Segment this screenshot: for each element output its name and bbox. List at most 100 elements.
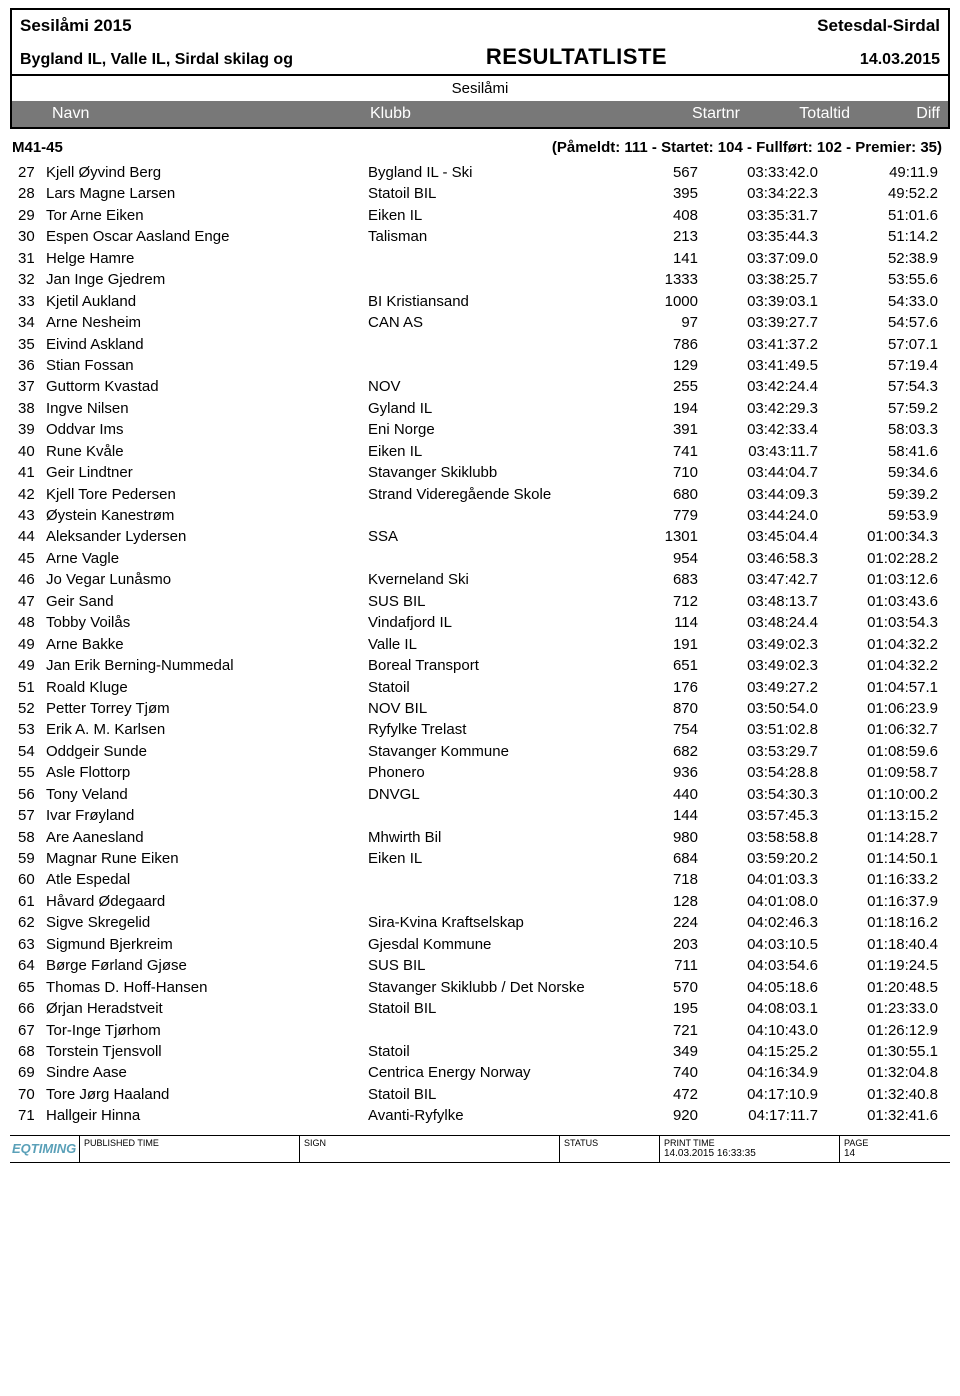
result-totaltid: 03:47:42.7 bbox=[698, 569, 818, 590]
result-club bbox=[368, 334, 628, 355]
result-diff: 01:30:55.1 bbox=[818, 1041, 942, 1062]
result-name: Asle Flottorp bbox=[46, 762, 368, 783]
result-club: Stavanger Skiklubb bbox=[368, 462, 628, 483]
result-club bbox=[368, 355, 628, 376]
result-diff: 57:59.2 bbox=[818, 398, 942, 419]
result-club: CAN AS bbox=[368, 312, 628, 333]
result-name: Jan Erik Berning-Nummedal bbox=[46, 655, 368, 676]
result-position: 39 bbox=[18, 419, 46, 440]
footer-page: PAGE 14 bbox=[840, 1136, 950, 1162]
result-name: Kjetil Aukland bbox=[46, 291, 368, 312]
result-startnr: 721 bbox=[628, 1020, 698, 1041]
result-totaltid: 03:41:37.2 bbox=[698, 334, 818, 355]
result-name: Jan Inge Gjedrem bbox=[46, 269, 368, 290]
result-startnr: 395 bbox=[628, 183, 698, 204]
result-club: Stavanger Skiklubb / Det Norske bbox=[368, 977, 628, 998]
result-club: Phonero bbox=[368, 762, 628, 783]
result-row: 59Magnar Rune EikenEiken IL68403:59:20.2… bbox=[18, 848, 942, 869]
result-position: 41 bbox=[18, 462, 46, 483]
result-position: 43 bbox=[18, 505, 46, 526]
result-totaltid: 03:42:24.4 bbox=[698, 376, 818, 397]
result-row: 36Stian Fossan12903:41:49.557:19.4 bbox=[18, 355, 942, 376]
result-startnr: 712 bbox=[628, 591, 698, 612]
result-startnr: 144 bbox=[628, 805, 698, 826]
result-startnr: 129 bbox=[628, 355, 698, 376]
result-position: 54 bbox=[18, 741, 46, 762]
result-club: Eiken IL bbox=[368, 441, 628, 462]
timing-logo: EQTIMING bbox=[10, 1136, 80, 1162]
result-name: Petter Torrey Tjøm bbox=[46, 698, 368, 719]
result-startnr: 754 bbox=[628, 719, 698, 740]
result-row: 57Ivar Frøyland14403:57:45.301:13:15.2 bbox=[18, 805, 942, 826]
result-row: 28Lars Magne LarsenStatoil BIL39503:34:2… bbox=[18, 183, 942, 204]
result-totaltid: 03:44:04.7 bbox=[698, 462, 818, 483]
result-row: 67Tor-Inge Tjørhom72104:10:43.001:26:12.… bbox=[18, 1020, 942, 1041]
footer-print-label: PRINT TIME bbox=[664, 1138, 835, 1148]
result-startnr: 194 bbox=[628, 398, 698, 419]
result-club: Sira-Kvina Kraftselskap bbox=[368, 912, 628, 933]
result-row: 42Kjell Tore PedersenStrand Videregående… bbox=[18, 484, 942, 505]
result-startnr: 224 bbox=[628, 912, 698, 933]
result-startnr: 391 bbox=[628, 419, 698, 440]
result-position: 71 bbox=[18, 1105, 46, 1126]
result-name: Guttorm Kvastad bbox=[46, 376, 368, 397]
result-row: 61Håvard Ødegaard12804:01:08.001:16:37.9 bbox=[18, 891, 942, 912]
result-club bbox=[368, 1020, 628, 1041]
col-klubb: Klubb bbox=[370, 105, 630, 123]
result-startnr: 980 bbox=[628, 827, 698, 848]
result-name: Magnar Rune Eiken bbox=[46, 848, 368, 869]
result-totaltid: 03:54:30.3 bbox=[698, 784, 818, 805]
result-startnr: 567 bbox=[628, 162, 698, 183]
result-club: Statoil BIL bbox=[368, 183, 628, 204]
result-position: 70 bbox=[18, 1084, 46, 1105]
result-name: Roald Kluge bbox=[46, 677, 368, 698]
result-name: Sindre Aase bbox=[46, 1062, 368, 1083]
result-row: 66Ørjan HeradstveitStatoil BIL19504:08:0… bbox=[18, 998, 942, 1019]
result-startnr: 651 bbox=[628, 655, 698, 676]
result-club bbox=[368, 269, 628, 290]
result-startnr: 255 bbox=[628, 376, 698, 397]
footer-published-label: PUBLISHED TIME bbox=[84, 1138, 295, 1148]
sub-title: Sesilåmi bbox=[10, 76, 950, 101]
result-totaltid: 03:39:27.7 bbox=[698, 312, 818, 333]
result-startnr: 786 bbox=[628, 334, 698, 355]
result-name: Are Aanesland bbox=[46, 827, 368, 848]
result-name: Sigmund Bjerkreim bbox=[46, 934, 368, 955]
result-row: 46Jo Vegar LunåsmoKverneland Ski68303:47… bbox=[18, 569, 942, 590]
result-club: Avanti-Ryfylke bbox=[368, 1105, 628, 1126]
result-startnr: 718 bbox=[628, 869, 698, 890]
result-row: 34Arne NesheimCAN AS9703:39:27.754:57.6 bbox=[18, 312, 942, 333]
result-totaltid: 03:46:58.3 bbox=[698, 548, 818, 569]
result-startnr: 114 bbox=[628, 612, 698, 633]
result-club: SUS BIL bbox=[368, 591, 628, 612]
result-club: Talisman bbox=[368, 226, 628, 247]
col-navn: Navn bbox=[52, 105, 370, 123]
result-totaltid: 03:39:03.1 bbox=[698, 291, 818, 312]
result-club bbox=[368, 869, 628, 890]
result-startnr: 472 bbox=[628, 1084, 698, 1105]
result-totaltid: 03:54:28.8 bbox=[698, 762, 818, 783]
result-club bbox=[368, 805, 628, 826]
result-name: Torstein Tjensvoll bbox=[46, 1041, 368, 1062]
result-position: 45 bbox=[18, 548, 46, 569]
result-row: 51Roald KlugeStatoil17603:49:27.201:04:5… bbox=[18, 677, 942, 698]
result-name: Tony Veland bbox=[46, 784, 368, 805]
result-row: 65Thomas D. Hoff-HansenStavanger Skiklub… bbox=[18, 977, 942, 998]
result-totaltid: 04:17:10.9 bbox=[698, 1084, 818, 1105]
result-totaltid: 04:01:03.3 bbox=[698, 869, 818, 890]
result-club: Stavanger Kommune bbox=[368, 741, 628, 762]
col-blank bbox=[20, 105, 52, 123]
result-position: 59 bbox=[18, 848, 46, 869]
result-position: 37 bbox=[18, 376, 46, 397]
result-row: 41Geir LindtnerStavanger Skiklubb71003:4… bbox=[18, 462, 942, 483]
result-diff: 59:34.6 bbox=[818, 462, 942, 483]
result-position: 36 bbox=[18, 355, 46, 376]
result-row: 64Børge Førland GjøseSUS BIL71104:03:54.… bbox=[18, 955, 942, 976]
result-diff: 57:07.1 bbox=[818, 334, 942, 355]
result-name: Børge Førland Gjøse bbox=[46, 955, 368, 976]
footer-print: PRINT TIME 14.03.2015 16:33:35 bbox=[660, 1136, 840, 1162]
result-totaltid: 04:03:54.6 bbox=[698, 955, 818, 976]
result-name: Erik A. M. Karlsen bbox=[46, 719, 368, 740]
result-position: 66 bbox=[18, 998, 46, 1019]
result-row: 31Helge Hamre14103:37:09.052:38.9 bbox=[18, 248, 942, 269]
